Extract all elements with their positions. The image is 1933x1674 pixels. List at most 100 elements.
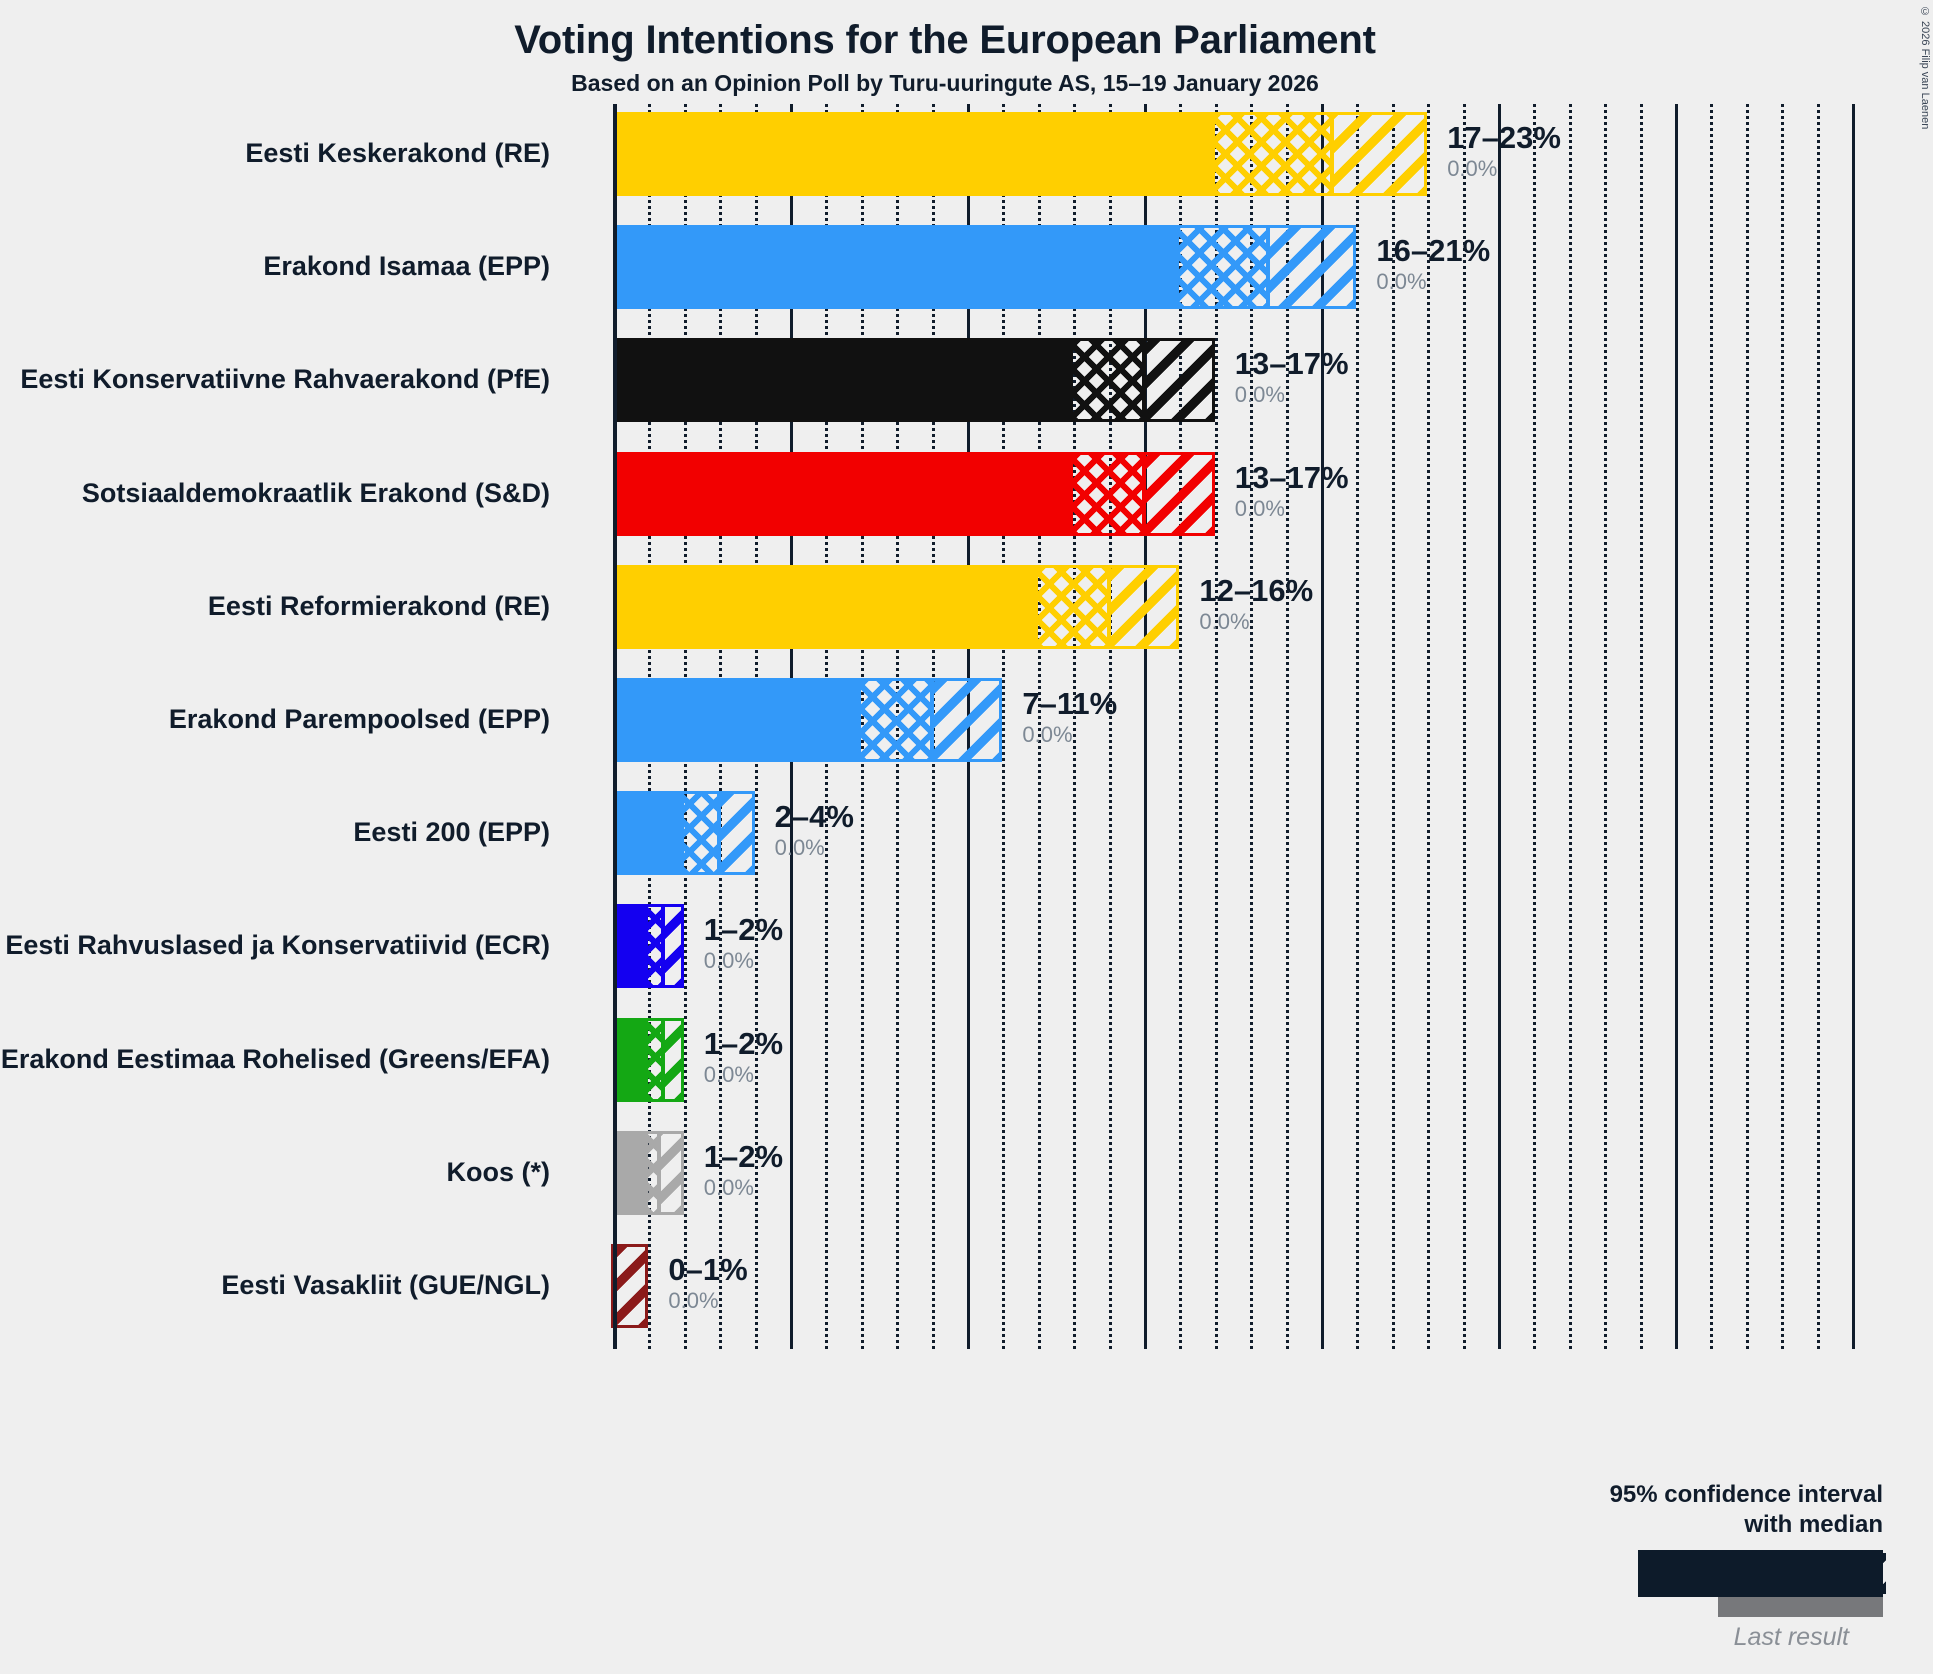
bar-segment-solid [613, 678, 861, 762]
confidence-interval-bar [611, 1244, 649, 1328]
legend-segment-crosshatch [1789, 1553, 1847, 1594]
value-range-label: 17–23% [1447, 120, 1561, 155]
bar-segment-crosshatch [648, 904, 663, 989]
copyright-notice: © 2026 Filip van Laenen [1919, 6, 1931, 130]
confidence-interval-bar [613, 791, 755, 876]
value-range-label: 7–11% [1022, 686, 1118, 721]
chart-row: Eesti 200 (EPP) 2–4% 0.0% [353, 791, 1883, 876]
last-result-value: 0.0% [1234, 495, 1285, 521]
confidence-interval-bar [613, 338, 1215, 423]
confidence-interval-bar [613, 564, 1180, 649]
bar-segment-diagonal [719, 791, 755, 876]
value-label-group: 1–2% 0.0% [704, 914, 783, 972]
median-marker [929, 678, 934, 762]
legend-segment-solid [1641, 1553, 1789, 1594]
confidence-interval-bar [613, 1130, 684, 1215]
value-label-group: 16–21% 0.0% [1376, 235, 1490, 293]
row-label: Erakond Eestimaa Rohelised (Greens/EFA) [0, 1043, 550, 1074]
median-marker [660, 1017, 665, 1102]
row-label: Eesti 200 (EPP) [353, 817, 550, 848]
row-label: Koos (*) [446, 1156, 551, 1187]
page-subtitle: Based on an Opinion Poll by Turu-uuringu… [571, 70, 1319, 96]
median-marker [1106, 564, 1111, 649]
bar-segment-crosshatch [648, 1130, 659, 1215]
bar-segment-solid [613, 1017, 649, 1102]
bar-segment-solid [613, 904, 649, 989]
bar-segment-solid [613, 451, 1074, 536]
row-label: Eesti Konservatiivne Rahvaerakond (PfE) [20, 364, 550, 395]
chart-row: Eesti Keskerakond (RE) 17–23% 0.0% [245, 112, 1883, 196]
bar-segment-crosshatch [1073, 451, 1144, 536]
row-label: Eesti Keskerakond (RE) [245, 138, 550, 168]
value-label-group: 7–11% 0.0% [1022, 688, 1117, 746]
bar-segment-diagonal [659, 1130, 684, 1215]
bar-segment-crosshatch [1214, 112, 1332, 196]
bar-segment-crosshatch [648, 1017, 663, 1102]
confidence-interval-bar [613, 1017, 684, 1102]
chart-row: Eesti Vasakliit (GUE/NGL) 0–1% 0.0% [221, 1244, 1883, 1328]
bar-segment-crosshatch [1073, 338, 1144, 423]
bar-segment-solid [613, 338, 1074, 423]
bar-segment-solid [613, 225, 1180, 310]
bar-segment-solid [613, 791, 684, 876]
median-marker [660, 904, 665, 989]
confidence-interval-bar [613, 904, 684, 989]
legend-title-line2: with median [1744, 1511, 1883, 1538]
value-range-label: 13–17% [1234, 346, 1349, 382]
value-label-group: 0–1% 0.0% [668, 1254, 747, 1312]
y-axis-line [613, 104, 617, 1349]
bar-segment-crosshatch [683, 791, 720, 876]
chart-row: Erakond Eestimaa Rohelised (Greens/EFA) 1… [1, 1017, 1883, 1102]
bar-outline [613, 1244, 649, 1328]
last-result-value: 0.0% [1234, 382, 1285, 408]
row-label: Erakond Isamaa (EPP) [263, 251, 550, 282]
chart-row: Sotsiaaldemokraatlik Erakond (S&D) 13–17%… [82, 451, 1883, 536]
chart-row: Eesti Konservatiivne Rahvaerakond (PfE) 1… [20, 338, 1883, 423]
value-label-group: 12–16% 0.0% [1199, 575, 1313, 633]
bar-segment-diagonal [662, 1017, 684, 1102]
bar-segment-solid [613, 1130, 649, 1215]
last-result-value: 0.0% [703, 1061, 754, 1087]
bar-segment-diagonal [1331, 112, 1428, 196]
legend-last-result-label: Last result [1733, 1623, 1849, 1651]
bar-outline [648, 1130, 684, 1215]
value-range-label: 1–2% [703, 1025, 784, 1061]
legend-title-line1: 95% confidence interval [1609, 1481, 1883, 1508]
median-marker [1265, 225, 1270, 310]
confidence-interval-bar [613, 451, 1215, 536]
bar-segment-diagonal [613, 1244, 649, 1328]
median-marker [717, 791, 722, 876]
row-label: Eesti Vasakliit (GUE/NGL) [221, 1270, 550, 1300]
chart-row: Erakond Parempoolsed (EPP) 7–11% 0.0% [169, 678, 1883, 762]
chart-row: Eesti Reformierakond (RE) 12–16% 0.0% [208, 564, 1883, 649]
legend-segment-diagonal [1847, 1553, 1886, 1594]
value-range-label: 1–2% [703, 912, 784, 948]
last-result-value: 0.0% [668, 1288, 719, 1313]
value-range-label: 16–21% [1376, 233, 1491, 269]
value-label-group: 1–2% 0.0% [704, 1028, 783, 1086]
row-label: Eesti Rahvuslased ja Konservatiivid (ECR… [5, 930, 550, 961]
value-label-group: 13–17% 0.0% [1235, 348, 1349, 406]
confidence-interval-bar [613, 112, 1428, 196]
value-range-label: 0–1% [668, 1252, 748, 1287]
value-label-group: 1–2% 0.0% [704, 1141, 783, 1199]
row-label: Erakond Parempoolsed (EPP) [168, 704, 550, 734]
bar-outline [648, 904, 684, 989]
legend-last-result-swatch [1718, 1597, 1883, 1617]
bar-segment-diagonal [662, 904, 684, 989]
page-title: Voting Intentions for the European Parli… [514, 18, 1376, 62]
median-marker [1142, 338, 1146, 423]
median-marker [1329, 112, 1334, 196]
row-label: Eesti Reformierakond (RE) [207, 590, 550, 621]
last-result-value: 0.0% [1447, 156, 1498, 181]
bar-outline [648, 1017, 684, 1102]
value-label-group: 2–4% 0.0% [775, 801, 854, 859]
confidence-interval-bar [613, 225, 1357, 310]
bar-segment-diagonal [1108, 564, 1180, 649]
value-range-label: 13–17% [1234, 459, 1349, 495]
last-result-value: 0.0% [703, 1174, 754, 1200]
chart-row: Erakond Isamaa (EPP) 16–21% 0.0% [263, 225, 1883, 310]
value-label-group: 17–23% 0.0% [1447, 122, 1561, 180]
legend-title: 95% confidence interval with median [1503, 1480, 1883, 1540]
plot-area: Eesti Keskerakond (RE) 17–23% 0.0% Erakond … [1, 104, 1883, 1349]
